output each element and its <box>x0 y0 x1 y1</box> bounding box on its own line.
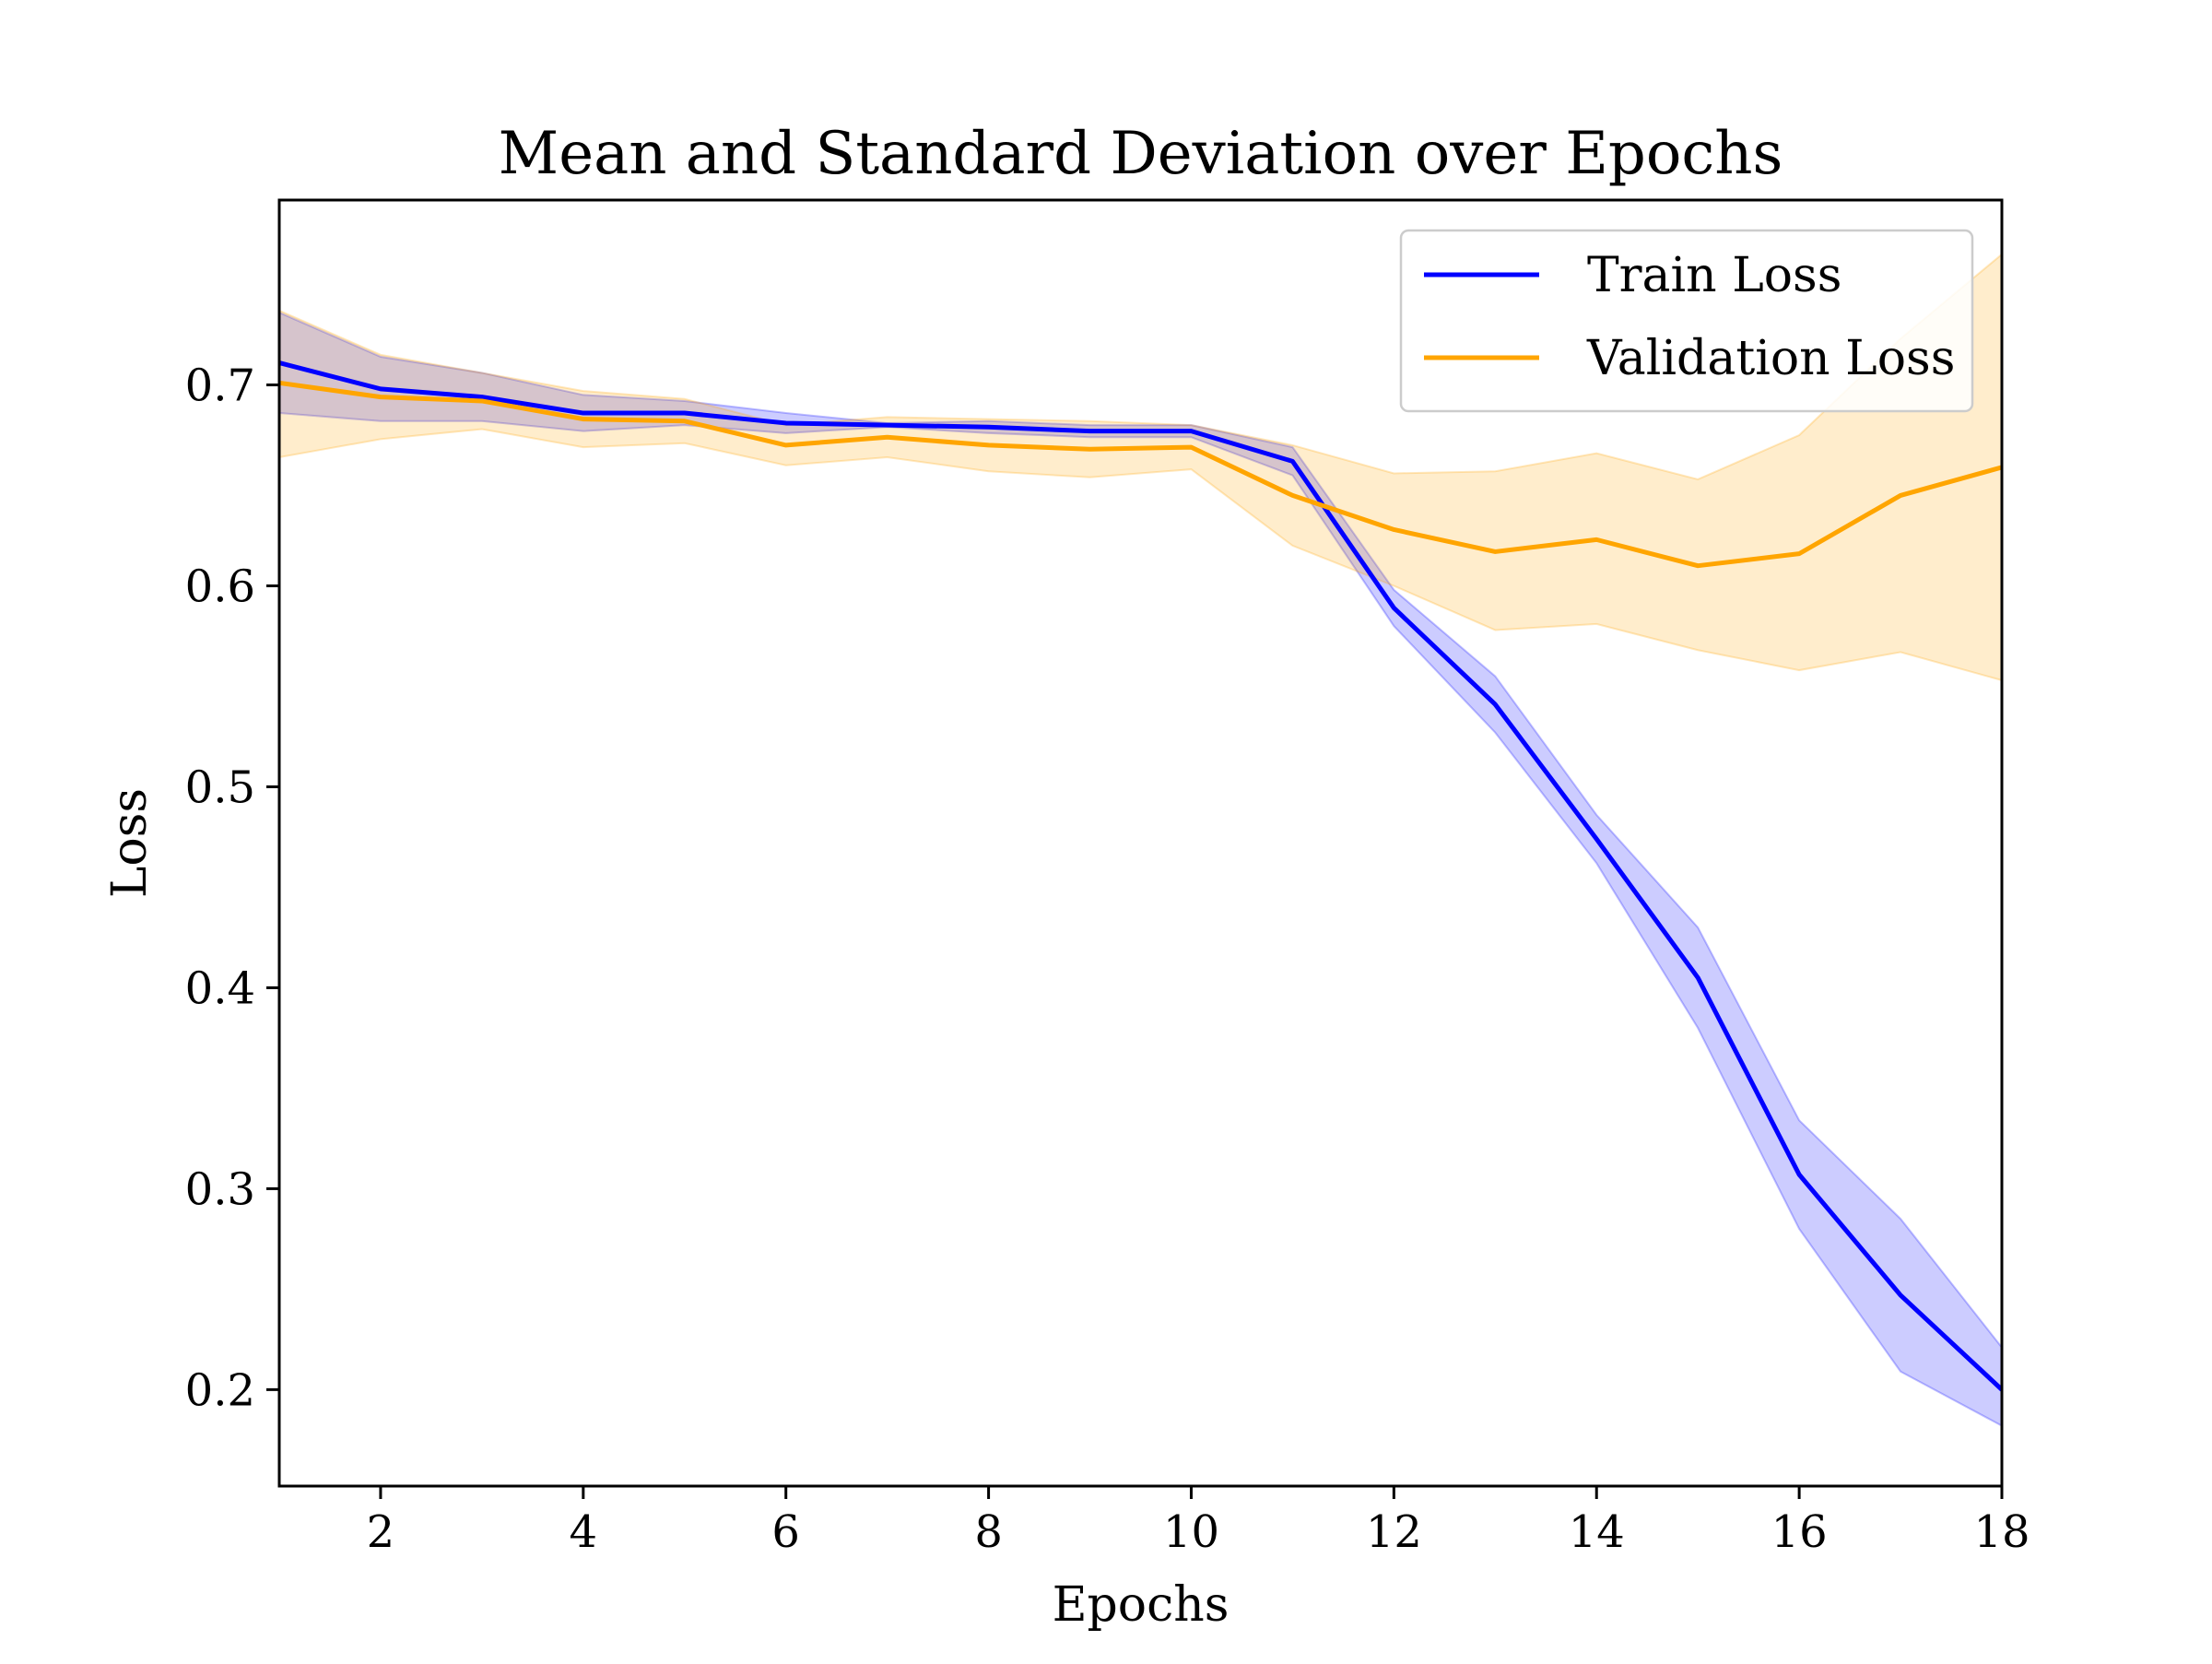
validation-loss-line <box>279 380 2002 569</box>
legend: Train Loss Validation Loss <box>1399 229 1974 413</box>
y-tick-label: 0.3 <box>185 1163 255 1215</box>
x-tick-label: 18 <box>1973 1506 2030 1558</box>
y-tick-label: 0.6 <box>185 561 255 613</box>
axes-frame <box>277 198 2004 1488</box>
train-loss-line <box>279 360 2002 1392</box>
y-tick-label: 0.2 <box>185 1364 255 1416</box>
y-axis-label: Loss <box>102 788 158 898</box>
legend-label-train-loss: Train Loss <box>1587 248 1841 303</box>
x-tick-label: 10 <box>1163 1506 1219 1558</box>
y-tick-label: 0.5 <box>185 761 255 813</box>
chart-title: Mean and Standard Deviation over Epochs <box>499 120 1783 188</box>
x-tick-label: 6 <box>771 1506 800 1558</box>
x-tick-label: 16 <box>1771 1506 1828 1558</box>
y-axis-ticks: 0.2 0.3 0.4 0.5 0.6 0.7 <box>185 360 279 1416</box>
y-tick-label: 0.7 <box>185 360 255 412</box>
x-tick-label: 2 <box>367 1506 395 1558</box>
x-tick-label: 4 <box>570 1506 598 1558</box>
x-tick-label: 12 <box>1366 1506 1422 1558</box>
legend-box <box>1399 229 1974 413</box>
legend-label-validation-loss: Validation Loss <box>1586 331 1955 386</box>
validation-loss-std-band <box>279 253 2002 681</box>
x-axis-ticks: 2 4 6 8 10 12 14 16 18 <box>367 1486 2030 1558</box>
x-tick-label: 8 <box>974 1506 1003 1558</box>
plot-area <box>279 253 2002 1427</box>
x-axis-label: Epochs <box>1053 1577 1230 1633</box>
x-tick-label: 14 <box>1569 1506 1625 1558</box>
y-tick-label: 0.4 <box>185 962 255 1014</box>
